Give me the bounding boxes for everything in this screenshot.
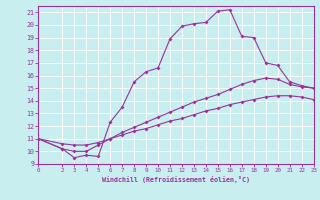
X-axis label: Windchill (Refroidissement éolien,°C): Windchill (Refroidissement éolien,°C) bbox=[102, 176, 250, 183]
